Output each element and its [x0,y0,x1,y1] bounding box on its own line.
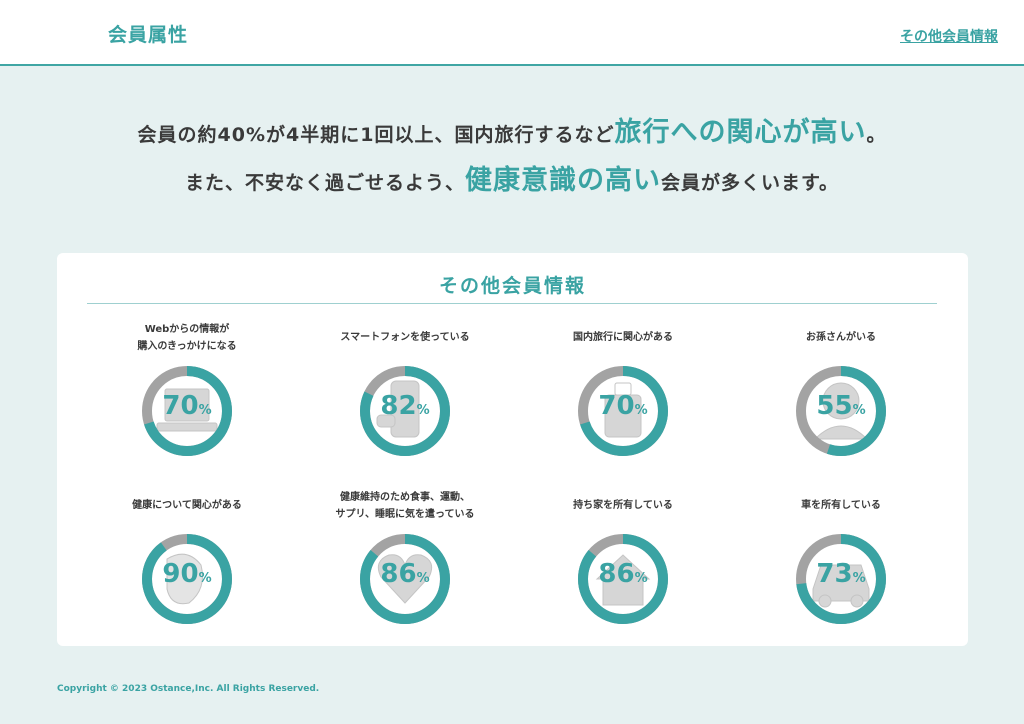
donut-arc [578,534,668,624]
stat-percentage: 82% [355,391,455,421]
donut-chart: 90% [137,529,237,629]
stat-label: お孫さんがいる [741,329,941,346]
headline-line-2: また、不安なく過ごせるよう、健康意識の高い会員が多くいます。 [0,158,1024,197]
stat-label-line: Webからの情報が [144,324,230,335]
suitcase-icon [604,382,642,438]
stat-percentage: 86% [573,559,673,589]
stat-label: Webからの情報が 購入のきっかけになる [87,321,287,355]
heart-icon [377,554,433,604]
donut-arc [796,366,886,456]
donut-chart: 70% [573,361,673,461]
page-header: 会員属性 その他会員情報 [0,0,1024,66]
donut-arc [796,534,886,624]
stat-unit: % [198,403,212,418]
stat-value: 86 [380,559,417,589]
member-info-card: その他会員情報 Webからの情報が 購入のきっかけになる 70% スマートフォンを使っ… [57,253,968,646]
smartphone-icon [376,380,420,438]
stat-value: 73 [816,559,853,589]
donut-arc [142,534,232,624]
donut-svg [796,366,886,456]
donut-chart: 70% [137,361,237,461]
stat-unit: % [634,403,648,418]
stat-unit: % [852,571,866,586]
headline-2-suffix: 会員が多くいます。 [660,172,840,194]
copyright-footer: Copyright © 2023 Ostance,Inc. All Rights… [57,684,320,694]
stat-percentage: 55% [791,391,891,421]
donut-svg [360,366,450,456]
stat-label: 健康について関心がある [87,497,287,514]
stat-percentage: 73% [791,559,891,589]
donut-arc [360,534,450,624]
headline-line-1: 会員の約40%が4半期に1回以上、国内旅行するなど旅行への関心が高い。 [0,110,1024,149]
stat-value: 90 [162,559,199,589]
stat-value: 70 [598,391,635,421]
house-icon [595,554,651,606]
stat-label-line: 健康について関心がある [132,500,242,511]
card-divider [87,303,937,304]
stat-value: 70 [162,391,199,421]
donut-chart: 86% [355,529,455,629]
donut-chart: 86% [573,529,673,629]
stat-label: スマートフォンを使っている [305,329,505,346]
donut-svg [360,534,450,624]
car-icon [812,564,870,608]
stat-label-line: 購入のきっかけになる [137,341,237,352]
stat-label: 持ち家を所有している [523,497,723,514]
stat-label: 健康維持のため食事、運動、 サプリ、睡眠に気を遣っている [305,489,505,523]
stat-label-line: スマートフォンを使っている [340,332,470,343]
stat-unit: % [634,571,648,586]
stat-label-line: サプリ、睡眠に気を遣っている [335,509,475,520]
stat-label-line: お孫さんがいる [806,332,876,343]
headline-1-highlight: 旅行への関心が高い [614,117,867,148]
donut-svg [796,534,886,624]
stat-value: 86 [598,559,635,589]
stat-unit: % [416,403,430,418]
stat-label-line: 健康維持のため食事、運動、 [340,492,470,503]
stat-unit: % [416,571,430,586]
donut-svg [578,534,668,624]
laptop-icon [156,388,218,432]
donut-svg [142,366,232,456]
stat-percentage: 86% [355,559,455,589]
health-icon [166,553,203,605]
donut-svg [142,534,232,624]
donut-arc [578,366,668,456]
headline-2-highlight: 健康意識の高い [464,165,661,196]
donut-arc [142,366,232,456]
stat-label: 車を所有している [741,497,941,514]
donut-chart: 82% [355,361,455,461]
stat-label-line: 車を所有している [801,500,881,511]
headline-2-prefix: また、不安なく過ごせるよう、 [184,172,465,194]
stat-label-line: 国内旅行に関心がある [573,332,673,343]
headline-1-suffix: 。 [866,124,887,146]
stat-value: 82 [380,391,417,421]
donut-chart: 55% [791,361,891,461]
donut-svg [578,366,668,456]
other-member-info-link[interactable]: その他会員情報 [900,29,998,45]
stat-percentage: 90% [137,559,237,589]
donut-arc [360,366,450,456]
card-title: その他会員情報 [438,275,586,297]
stat-percentage: 70% [137,391,237,421]
stat-label-line: 持ち家を所有している [573,500,673,511]
stat-unit: % [198,571,212,586]
page-title: 会員属性 [108,24,189,46]
stat-percentage: 70% [573,391,673,421]
donut-chart: 73% [791,529,891,629]
stat-value: 55 [816,391,853,421]
stat-label: 国内旅行に関心がある [523,329,723,346]
stat-unit: % [852,403,866,418]
headline-1-prefix: 会員の約40%が4半期に1回以上、国内旅行するなど [137,124,615,146]
